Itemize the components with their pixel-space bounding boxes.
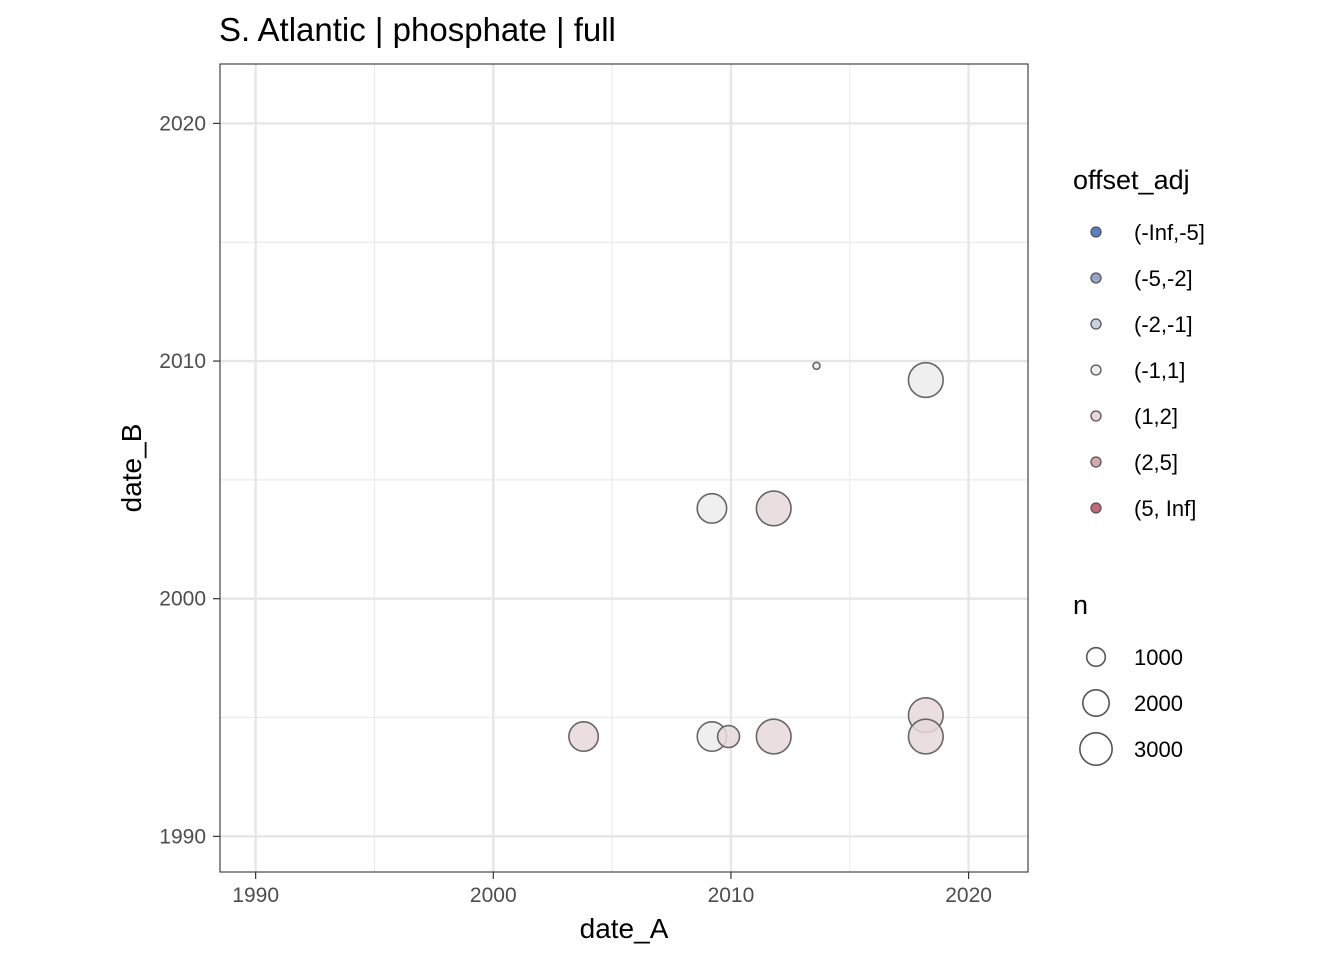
color-legend-label: (-Inf,-5]: [1134, 220, 1205, 245]
color-legend-key: [1090, 502, 1102, 514]
data-point: [716, 724, 741, 749]
plot-panel: [220, 64, 1028, 872]
size-legend-title: n: [1073, 590, 1088, 620]
plot-panel-border: [219, 63, 1029, 873]
data-point: [907, 718, 944, 755]
data-point: [907, 361, 944, 399]
y-tick-label: 1990: [159, 825, 206, 848]
chart-title: S. Atlantic | phosphate | full: [219, 11, 616, 48]
x-tick-label: 2000: [470, 884, 517, 907]
data-point: [755, 718, 792, 755]
y-axis-label: date_B: [116, 424, 147, 513]
size-legend-key: [1085, 646, 1107, 668]
data-point: [755, 490, 792, 527]
x-tick-label: 1990: [232, 884, 279, 907]
size-legend-label: 1000: [1134, 645, 1183, 670]
data-point: [696, 492, 728, 524]
color-legend-label: (-1,1]: [1134, 358, 1185, 383]
x-tick-label: 2020: [945, 884, 992, 907]
color-legend-key: [1090, 226, 1102, 238]
x-tick-label: 2010: [708, 884, 755, 907]
color-legend-label: (1,2]: [1134, 404, 1178, 429]
data-point: [812, 361, 821, 371]
color-legend-title: offset_adj: [1073, 165, 1190, 195]
size-legend-key: [1082, 689, 1110, 717]
color-legend-key: [1090, 364, 1102, 376]
color-legend-key: [1090, 318, 1102, 330]
grid-minor: [220, 64, 1028, 872]
data-points: [568, 361, 944, 755]
color-legend-label: (5, Inf]: [1134, 496, 1196, 521]
color-legend-label: (-5,-2]: [1134, 266, 1193, 291]
x-axis-label: date_A: [580, 913, 669, 944]
y-tick-label: 2000: [159, 588, 206, 611]
color-legend-label: (-2,-1]: [1134, 312, 1193, 337]
color-legend-key: [1090, 410, 1102, 422]
color-legend: offset_adj (-Inf,-5] (-5,-2] (-2,-1] (-1,1]…: [1073, 165, 1205, 521]
grid-major: [220, 64, 1028, 872]
size-legend-items: 1000 2000 3000: [1079, 645, 1183, 766]
color-legend-key: [1090, 456, 1102, 468]
size-legend-label: 2000: [1134, 691, 1183, 716]
color-legend-items: (-Inf,-5] (-5,-2] (-2,-1] (-1,1] (1,2] (2,5] (…: [1090, 220, 1205, 521]
data-point: [568, 721, 600, 753]
size-legend: n 1000 2000 3000: [1073, 590, 1183, 766]
y-axis: 1990 2000 2010 2020: [159, 112, 220, 848]
size-legend-label: 3000: [1134, 737, 1183, 762]
color-legend-key: [1090, 272, 1102, 284]
x-axis: 1990 2000 2010 2020: [232, 872, 992, 907]
size-legend-key: [1079, 732, 1113, 766]
color-legend-label: (2,5]: [1134, 450, 1178, 475]
y-tick-label: 2020: [159, 112, 206, 135]
y-tick-label: 2010: [159, 350, 206, 373]
